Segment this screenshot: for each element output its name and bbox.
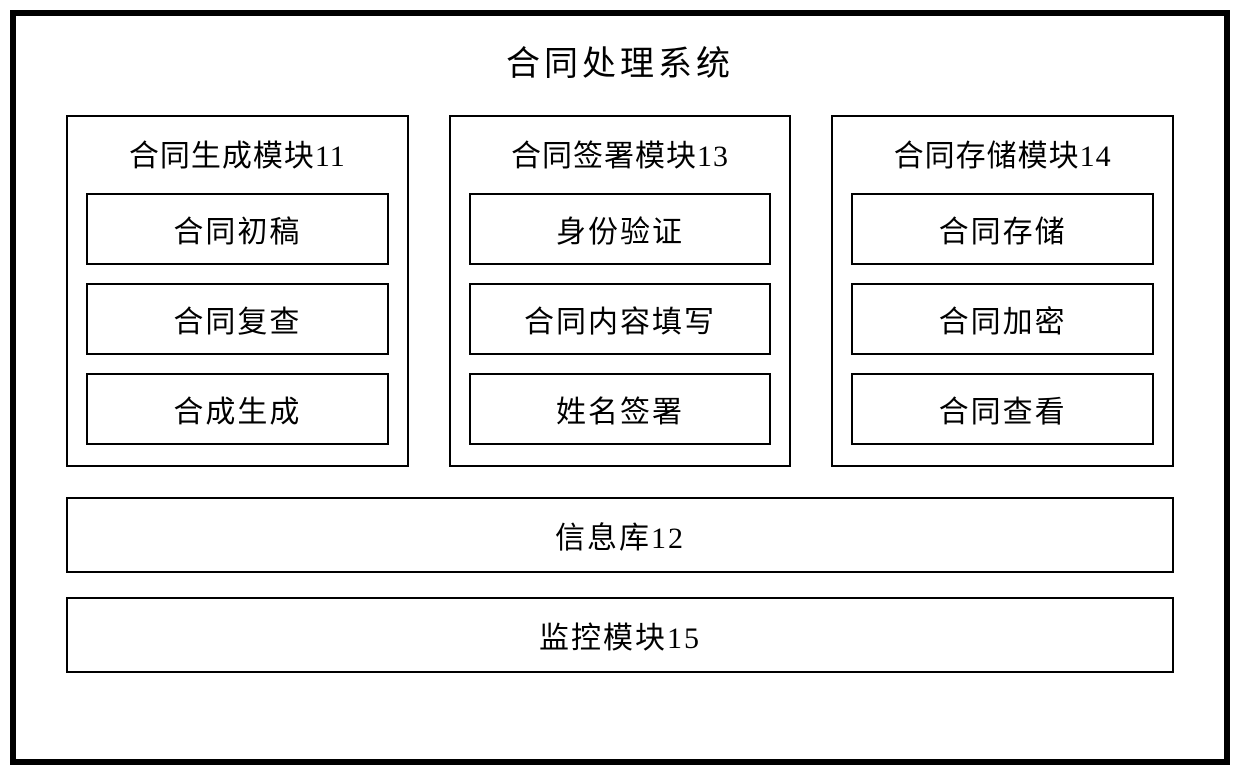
module-storage: 合同存储模块14 合同存储 合同加密 合同查看: [831, 115, 1174, 467]
monitoring-module-box: 监控模块15: [66, 597, 1174, 673]
sub-item: 合成生成: [86, 373, 389, 445]
sub-item: 姓名签署: [469, 373, 772, 445]
module-title: 合同存储模块14: [894, 131, 1112, 175]
module-signing: 合同签署模块13 身份验证 合同内容填写 姓名签署: [449, 115, 792, 467]
sub-item: 合同内容填写: [469, 283, 772, 355]
sub-item: 合同复查: [86, 283, 389, 355]
info-repository-box: 信息库12: [66, 497, 1174, 573]
sub-item: 合同加密: [851, 283, 1154, 355]
module-generation: 合同生成模块11 合同初稿 合同复查 合成生成: [66, 115, 409, 467]
module-title: 合同生成模块11: [129, 131, 346, 175]
modules-row: 合同生成模块11 合同初稿 合同复查 合成生成 合同签署模块13 身份验证 合同…: [66, 115, 1174, 467]
sub-item: 合同查看: [851, 373, 1154, 445]
module-title: 合同签署模块13: [511, 131, 729, 175]
sub-item: 合同初稿: [86, 193, 389, 265]
system-title: 合同处理系统: [506, 36, 734, 85]
sub-item: 合同存储: [851, 193, 1154, 265]
sub-item: 身份验证: [469, 193, 772, 265]
system-frame: 合同处理系统 合同生成模块11 合同初稿 合同复查 合成生成 合同签署模块13 …: [10, 10, 1230, 765]
